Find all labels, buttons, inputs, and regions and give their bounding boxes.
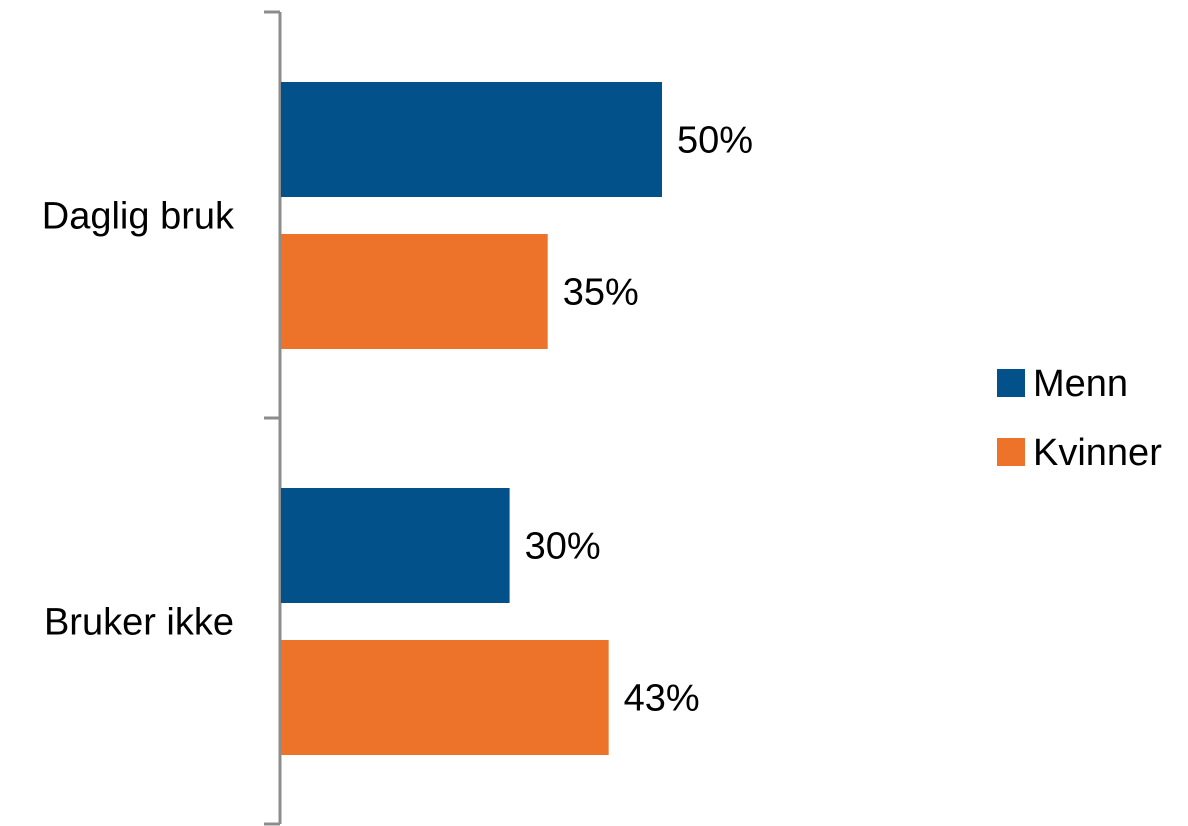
bar-kvinner-1 xyxy=(281,234,548,349)
bar-menn-2 xyxy=(281,488,510,603)
data-label: 50% xyxy=(677,120,753,162)
legend-swatch-kvinner xyxy=(997,438,1025,466)
category-label: Daglig bruk xyxy=(42,196,235,238)
category-axis xyxy=(264,10,282,826)
labels: 50% 35% Daglig bruk 30% 43% Bruker ikke xyxy=(42,120,753,720)
category-label: Bruker ikke xyxy=(44,602,234,644)
bars xyxy=(281,82,662,755)
bar-menn-1 xyxy=(281,82,662,197)
legend-swatch-menn xyxy=(997,369,1025,397)
data-label: 35% xyxy=(563,272,639,314)
legend: Menn Kvinner xyxy=(997,363,1162,474)
legend-label-menn: Menn xyxy=(1033,363,1128,405)
data-label: 30% xyxy=(525,526,601,568)
bar-kvinner-2 xyxy=(281,640,609,755)
data-label: 43% xyxy=(624,678,700,720)
legend-label-kvinner: Kvinner xyxy=(1033,432,1162,474)
